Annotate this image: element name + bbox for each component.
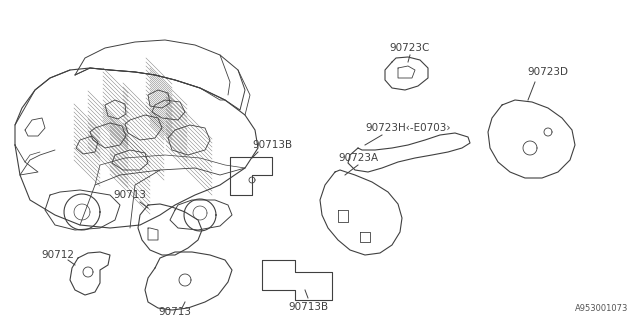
Text: 90723D: 90723D [527,67,568,77]
Text: 90723A: 90723A [338,153,378,163]
Text: 90713B: 90713B [252,140,292,150]
Text: 90713: 90713 [159,307,191,317]
Text: 90723H‹-E0703›: 90723H‹-E0703› [365,123,451,133]
Text: A953001073: A953001073 [575,304,628,313]
Text: 90712: 90712 [42,250,74,260]
Text: 90723C: 90723C [390,43,430,53]
Text: 90713B: 90713B [288,302,328,312]
Text: 90713: 90713 [113,190,147,200]
